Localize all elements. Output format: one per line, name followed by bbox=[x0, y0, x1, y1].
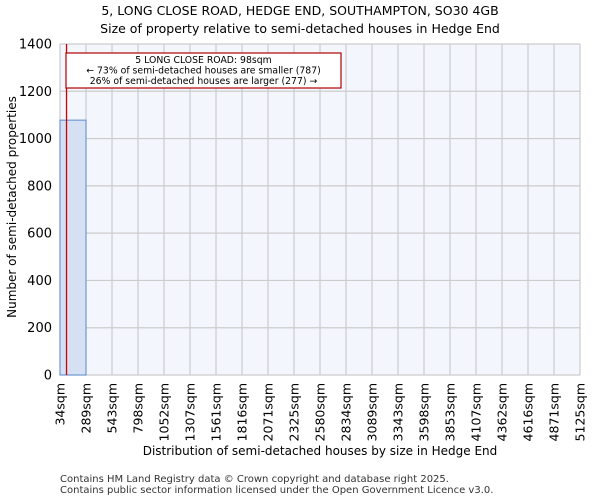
x-tick-label: 3343sqm bbox=[391, 383, 406, 441]
x-tick-label: 1816sqm bbox=[235, 383, 250, 441]
x-tick-label: 2834sqm bbox=[339, 383, 354, 441]
x-tick-label: 34sqm bbox=[53, 383, 68, 426]
x-tick-label: 4107sqm bbox=[469, 383, 484, 441]
x-tick-label: 2071sqm bbox=[261, 383, 276, 441]
y-tick-label: 400 bbox=[27, 274, 52, 289]
y-tick-label: 0 bbox=[44, 369, 52, 384]
footer-licence: Contains public sector information licen… bbox=[60, 485, 494, 496]
footer-copyright: Contains HM Land Registry data © Crown c… bbox=[60, 474, 449, 485]
annotation-text: 5 LONG CLOSE ROAD: 98sqm bbox=[135, 55, 271, 66]
x-tick-label: 3598sqm bbox=[417, 383, 432, 441]
y-tick-label: 1200 bbox=[19, 85, 52, 100]
y-axis-label: Number of semi-detached properties bbox=[5, 96, 19, 318]
x-tick-label: 798sqm bbox=[131, 383, 146, 433]
annotation-text: ← 73% of semi-detached houses are smalle… bbox=[86, 66, 320, 77]
x-tick-label: 4616sqm bbox=[521, 383, 536, 441]
y-tick-label: 1400 bbox=[19, 38, 52, 53]
x-tick-label: 5125sqm bbox=[573, 383, 588, 441]
x-tick-label: 1561sqm bbox=[209, 383, 224, 441]
y-tick-label: 800 bbox=[27, 179, 52, 194]
x-axis-label: Distribution of semi-detached houses by … bbox=[142, 444, 498, 458]
y-tick-label: 200 bbox=[27, 321, 52, 336]
x-tick-label: 543sqm bbox=[105, 383, 120, 433]
x-tick-label: 289sqm bbox=[79, 383, 94, 433]
x-tick-label: 3853sqm bbox=[443, 383, 458, 441]
x-tick-label: 4871sqm bbox=[547, 383, 562, 441]
y-tick-label: 600 bbox=[27, 227, 52, 242]
x-tick-label: 4362sqm bbox=[495, 383, 510, 441]
chart-title: 5, LONG CLOSE ROAD, HEDGE END, SOUTHAMPT… bbox=[101, 3, 499, 18]
y-tick-label: 1000 bbox=[19, 132, 52, 147]
x-tick-label: 2580sqm bbox=[313, 383, 328, 441]
x-tick-label: 3089sqm bbox=[365, 383, 380, 441]
x-tick-label: 1307sqm bbox=[183, 383, 198, 441]
annotation-box bbox=[65, 52, 342, 89]
chart-subtitle: Size of property relative to semi-detach… bbox=[100, 21, 500, 36]
annotation-text: 26% of semi-detached houses are larger (… bbox=[90, 76, 318, 87]
x-tick-label: 2325sqm bbox=[287, 383, 302, 441]
x-tick-label: 1052sqm bbox=[157, 383, 172, 441]
histogram-bar bbox=[59, 119, 87, 376]
